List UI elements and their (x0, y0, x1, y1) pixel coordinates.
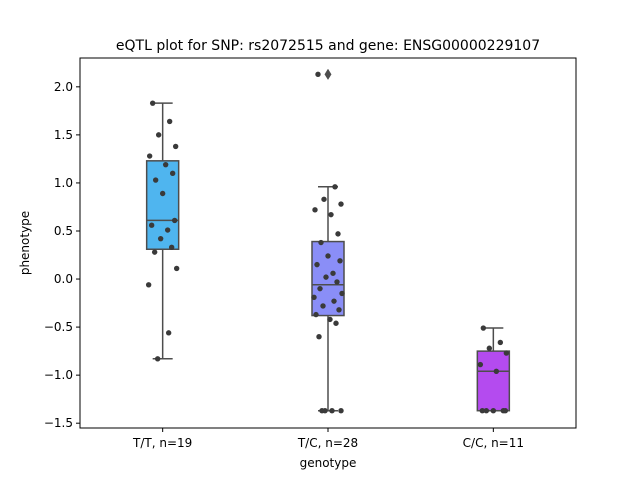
data-point (164, 227, 171, 233)
y-tick-label: 0.5 (54, 224, 73, 238)
y-tick-label: 1.5 (54, 128, 73, 142)
data-point (325, 253, 331, 259)
data-point (155, 132, 162, 138)
data-point (171, 217, 178, 224)
data-point (165, 330, 172, 336)
box-3 (476, 350, 511, 412)
data-point (312, 207, 318, 213)
x-tick-label: T/T, n=19 (132, 436, 192, 450)
outlier-marker (324, 68, 332, 81)
x-axis-label: genotype (300, 456, 357, 470)
data-point (331, 298, 337, 304)
x-tick-label: C/C, n=11 (463, 436, 524, 450)
data-point (311, 294, 317, 300)
data-point (320, 303, 326, 309)
y-tick-label: −0.5 (44, 320, 73, 334)
data-point (493, 368, 500, 374)
data-point (322, 408, 328, 414)
data-point (317, 285, 323, 292)
data-point (336, 307, 342, 313)
data-point (477, 361, 484, 368)
data-point (146, 153, 153, 159)
data-point (173, 265, 180, 272)
data-point (330, 270, 336, 276)
data-point (502, 408, 509, 414)
data-point (321, 196, 327, 202)
data-point (323, 274, 329, 280)
data-point (333, 320, 339, 326)
x-tick-label: T/C, n=28 (297, 436, 358, 450)
y-tick-label: 1.0 (54, 176, 73, 190)
data-point (172, 143, 179, 150)
data-point (154, 356, 161, 362)
data-point (157, 235, 164, 242)
data-point (162, 161, 169, 168)
data-point (318, 239, 324, 246)
y-tick-label: −1.0 (44, 368, 73, 382)
data-point (338, 408, 344, 414)
chart-title: eQTL plot for SNP: rs2072515 and gene: E… (116, 38, 540, 54)
data-point (329, 408, 335, 414)
data-point (480, 325, 487, 331)
data-point (169, 170, 176, 177)
data-point (145, 282, 152, 288)
data-point (337, 258, 343, 264)
data-point (486, 345, 493, 351)
y-axis-label: phenotype (18, 211, 32, 275)
data-point (314, 261, 320, 268)
data-point (315, 71, 321, 78)
data-point (335, 231, 341, 237)
data-point (166, 118, 173, 125)
data-point (313, 311, 319, 318)
data-point (490, 408, 497, 414)
data-point (483, 408, 490, 414)
data-point (316, 334, 322, 340)
data-point (327, 316, 333, 323)
data-point (149, 100, 156, 106)
data-point (328, 211, 334, 218)
data-point (152, 177, 159, 183)
y-tick-label: 0.0 (54, 272, 73, 286)
data-point (334, 279, 340, 285)
data-point (148, 222, 155, 228)
data-point (497, 339, 504, 346)
data-point (338, 201, 344, 207)
data-point (503, 350, 510, 356)
data-point (159, 190, 166, 197)
data-point (339, 290, 345, 297)
y-tick-label: −1.5 (44, 416, 73, 430)
data-point (151, 249, 158, 255)
data-point (168, 244, 175, 251)
plot-frame (79, 57, 577, 429)
data-point (479, 408, 486, 414)
y-tick-label: 2.0 (54, 80, 73, 94)
data-point (332, 184, 338, 190)
plot-area: −1.5 −1.0 −0.5 0.0 0.5 1.0 1.5 2.0 T/T, n=19 T/C,… (44, 68, 524, 450)
